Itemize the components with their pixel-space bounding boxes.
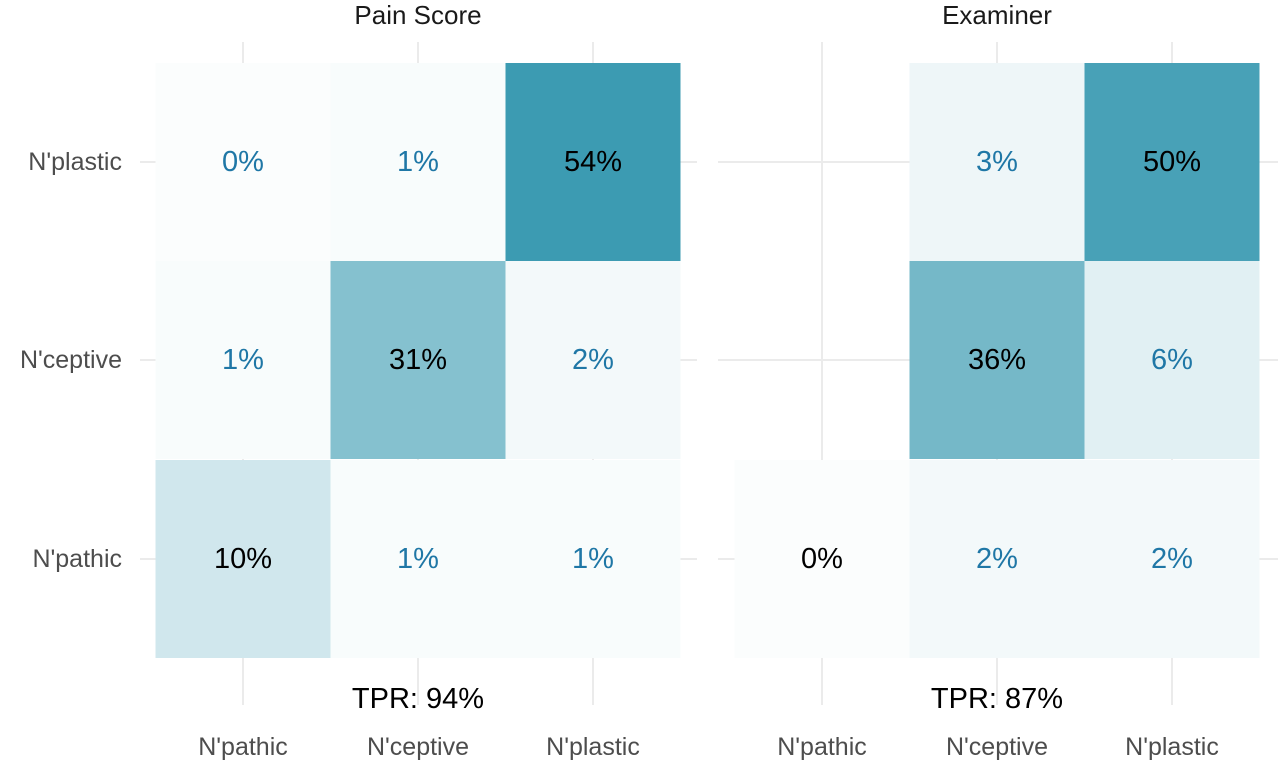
pain-score-cell-label: 31% <box>389 344 447 376</box>
examiner-tile <box>909 261 1085 459</box>
pain-score-cell-label: 1% <box>572 543 614 575</box>
examiner-tile <box>1084 261 1260 459</box>
examiner-cell-label: 50% <box>1143 146 1201 178</box>
pain-score-tile <box>330 261 506 459</box>
pain-score-cell-label: 10% <box>214 543 272 575</box>
examiner-x-tick-label: N'pathic <box>777 733 867 761</box>
examiner-cell-label: 3% <box>976 146 1018 178</box>
examiner-x-tick-label: N'ceptive <box>946 733 1048 761</box>
pain-score-cell-label: 0% <box>222 146 264 178</box>
pain-score-tile <box>155 261 331 459</box>
examiner-tpr-annotation: TPR: 87% <box>931 683 1063 715</box>
pain-score-tile <box>505 63 681 261</box>
pain-score-tile <box>155 63 331 261</box>
examiner-cell-label: 36% <box>968 344 1026 376</box>
pain-score-tile <box>155 460 331 658</box>
pain-score-cell-label: 1% <box>397 146 439 178</box>
y-tick-label: N'ceptive <box>20 346 122 374</box>
examiner-title: Examiner <box>942 0 1052 30</box>
pain-score-title: Pain Score <box>354 0 481 30</box>
examiner-tile <box>1084 63 1260 261</box>
examiner-cell-label: 0% <box>801 543 843 575</box>
examiner-cell-label: 2% <box>1151 543 1193 575</box>
y-tick-label: N'pathic <box>32 545 122 573</box>
pain-score-x-tick-label: N'ceptive <box>367 733 469 761</box>
examiner-cell-label: 2% <box>976 543 1018 575</box>
pain-score-cell-label: 2% <box>572 344 614 376</box>
examiner-tile <box>1084 460 1260 658</box>
pain-score-x-tick-label: N'pathic <box>198 733 288 761</box>
examiner-cell-label: 6% <box>1151 344 1193 376</box>
pain-score-tile <box>505 460 681 658</box>
examiner-x-tick-label: N'plastic <box>1125 733 1219 761</box>
pain-score-tile <box>330 460 506 658</box>
examiner-tile <box>734 460 910 658</box>
pain-score-tile <box>505 261 681 459</box>
examiner-tile <box>909 63 1085 261</box>
y-tick-label: N'plastic <box>28 148 122 176</box>
pain-score-tpr-annotation: TPR: 94% <box>352 683 484 715</box>
pain-score-tile <box>330 63 506 261</box>
pain-score-cell-label: 1% <box>222 344 264 376</box>
pain-score-cell-label: 54% <box>564 146 622 178</box>
pain-score-x-tick-label: N'plastic <box>546 733 640 761</box>
pain-score-cell-label: 1% <box>397 543 439 575</box>
examiner-tile <box>909 460 1085 658</box>
